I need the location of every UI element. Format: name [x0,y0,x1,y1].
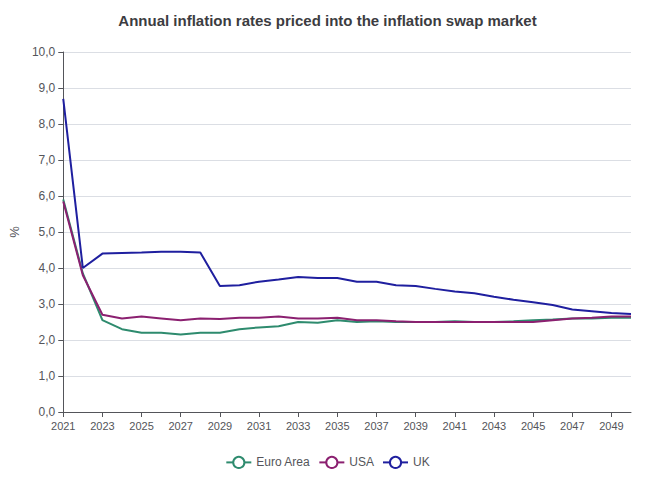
svg-text:1,0: 1,0 [39,369,56,383]
svg-text:2043: 2043 [482,420,506,432]
svg-text:8,0: 8,0 [39,117,56,131]
svg-text:Euro Area: Euro Area [256,455,310,469]
svg-text:2025: 2025 [129,420,153,432]
svg-text:3,0: 3,0 [39,297,56,311]
svg-text:2047: 2047 [560,420,584,432]
svg-text:2033: 2033 [286,420,310,432]
svg-text:2031: 2031 [247,420,271,432]
svg-text:4,0: 4,0 [39,261,56,275]
svg-text:7,0: 7,0 [39,153,56,167]
svg-text:5,0: 5,0 [39,225,56,239]
svg-text:Annual inflation rates priced: Annual inflation rates priced into the i… [118,12,536,29]
svg-text:2,0: 2,0 [39,333,56,347]
svg-text:2023: 2023 [90,420,114,432]
svg-text:6,0: 6,0 [39,189,56,203]
svg-text:2021: 2021 [51,420,75,432]
svg-text:2041: 2041 [443,420,467,432]
svg-text:10,0: 10,0 [32,45,56,59]
svg-text:2039: 2039 [403,420,427,432]
svg-text:9,0: 9,0 [39,81,56,95]
svg-text:2045: 2045 [521,420,545,432]
svg-text:%: % [7,226,22,238]
svg-text:2027: 2027 [168,420,192,432]
svg-text:USA: USA [349,455,374,469]
svg-text:2049: 2049 [599,420,623,432]
svg-text:UK: UK [413,455,430,469]
svg-text:2035: 2035 [325,420,349,432]
svg-text:2037: 2037 [364,420,388,432]
svg-text:2029: 2029 [208,420,232,432]
svg-text:0,0: 0,0 [39,405,56,419]
